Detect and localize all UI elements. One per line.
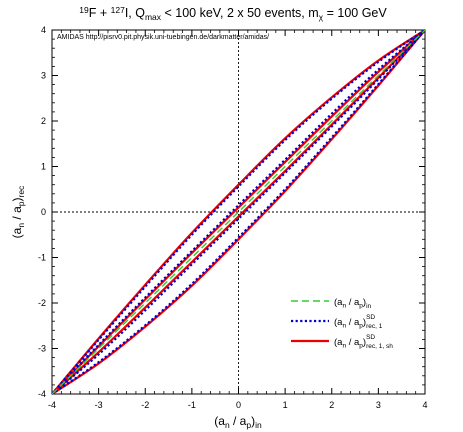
x-tick-label: 1 [283,400,288,410]
y-tick-label: 2 [41,116,46,126]
x-tick-label: 2 [329,400,334,410]
y-tick-label: -1 [38,253,46,263]
reference-lines [52,30,425,394]
legend-label-in: (an / ap)in [334,297,372,310]
x-axis-label: (an / ap)in [214,414,262,430]
x-tick-label: -1 [188,400,196,410]
legend-entry-rec1sh: (an / ap)SD rec, 1, sh [291,334,393,350]
amidas-annotation: AMIDAS http://pisrv0.pit.physik.uni-tueb… [57,34,269,41]
series-2-line-2 [51,29,426,395]
legend-label-rec1sh: (an / ap)SD rec, 1, sh [334,334,393,350]
y-tick-label: -3 [38,344,46,354]
series-1-line-0 [51,29,426,395]
x-tick-label: -3 [95,400,103,410]
x-tick-label: -4 [48,400,56,410]
y-tick-label: -4 [38,389,46,399]
y-axis-label: (an / ap)rec [10,185,26,238]
legend-label-rec1: (an / ap)SD rec, 1 [334,314,383,330]
legend-entry-rec1: (an / ap)SD rec, 1 [291,314,383,330]
x-tick-label: 3 [376,400,381,410]
chart-title: 19F + 127I, Qmax < 100 keV, 2 x 50 event… [79,5,387,22]
tick-labels: -4 -3 -2 -1 0 1 2 3 4 -4 -3 -2 -1 0 1 2 3 4 [38,25,428,410]
y-tick-label: 1 [41,162,46,172]
x-tick-label: -2 [141,400,149,410]
y-tick-label: 0 [41,207,46,217]
x-tick-label: 0 [236,400,241,410]
legend: (an / ap)in (an / ap)SD rec, 1 (an / ap)S… [291,297,393,350]
x-tick-label: 4 [422,400,427,410]
y-tick-label: 3 [41,71,46,81]
legend-entry-in: (an / ap)in [291,297,372,310]
series-1-line-1 [51,29,426,395]
y-tick-label: 4 [41,25,46,35]
series-2-line-0 [51,29,426,395]
series-2-line-3 [51,29,426,395]
series-layer [51,29,426,395]
y-tick-label: -2 [38,298,46,308]
